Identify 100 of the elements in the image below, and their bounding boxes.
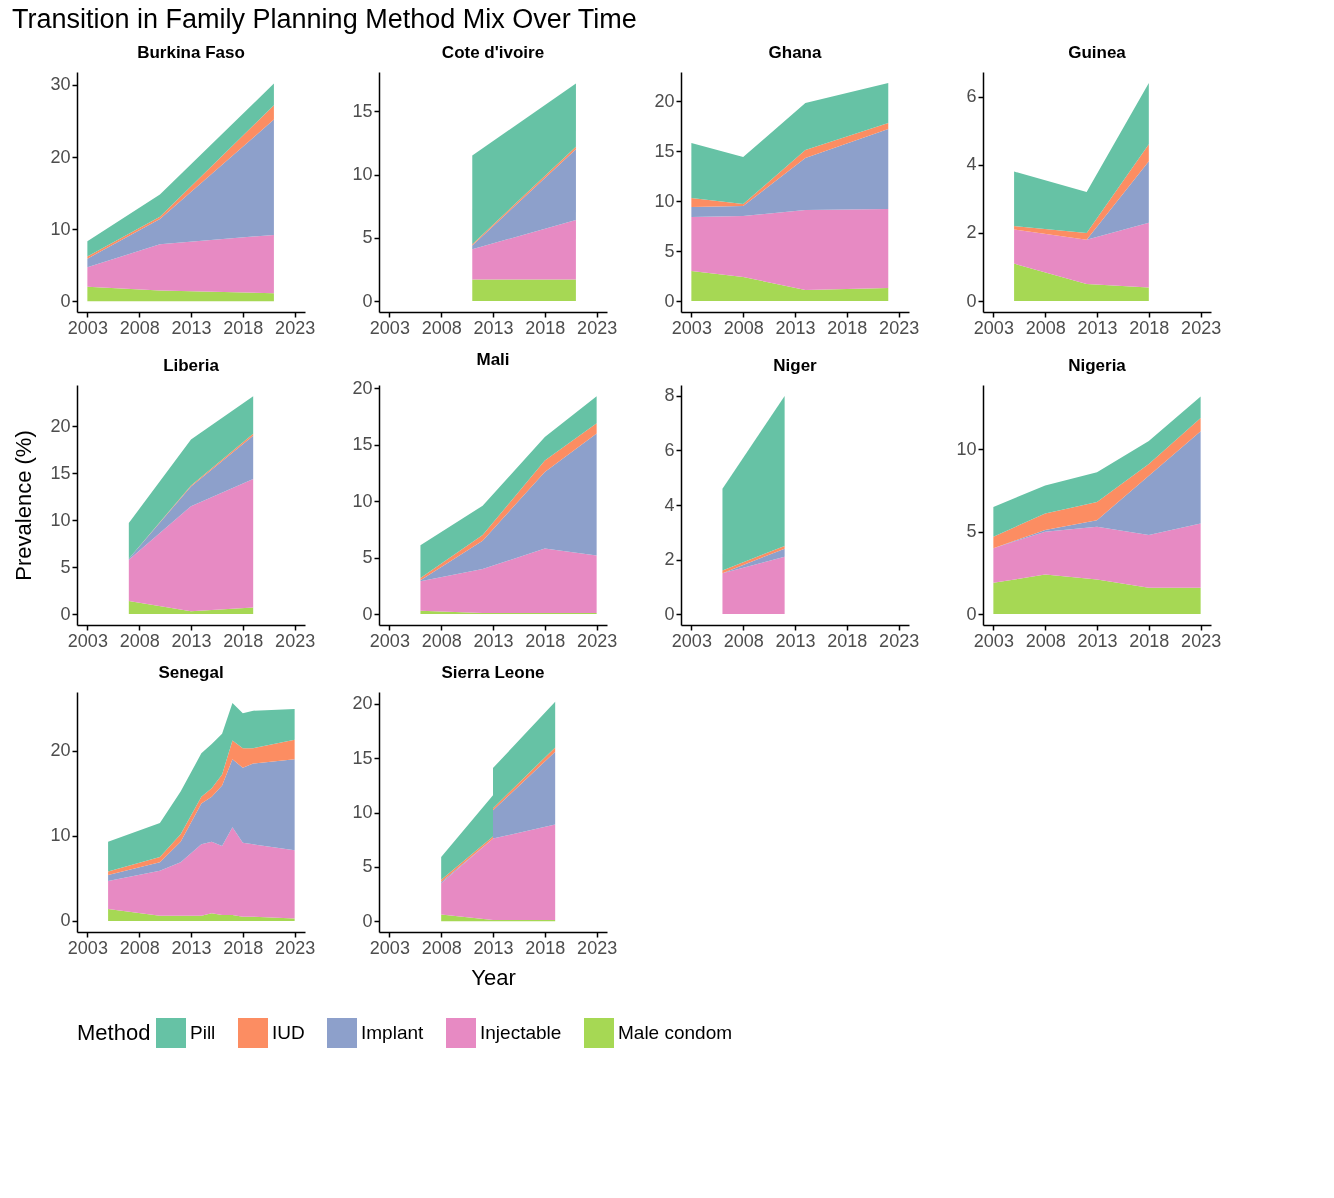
y-tick-label: 10 [50, 218, 71, 239]
x-tick-label: 2008 [723, 317, 764, 338]
x-tick-label: 2013 [473, 630, 514, 651]
x-tick-label: 2023 [1181, 630, 1222, 651]
x-tick-label: 2013 [171, 317, 212, 338]
chart-title: Guinea [1068, 43, 1127, 62]
x-tick-label: 2008 [421, 317, 462, 338]
y-tick-label: 0 [966, 290, 977, 311]
x-tick-label: 2013 [473, 317, 514, 338]
chart-title: Burkina Faso [137, 43, 245, 62]
x-tick-label: 2018 [223, 937, 264, 958]
x-tick-label: 2023 [577, 630, 618, 651]
y-tick-label: 0 [664, 290, 675, 311]
chart-title: Ghana [768, 43, 822, 62]
y-tick-label: 0 [664, 603, 675, 624]
y-tick-label: 10 [50, 509, 71, 530]
y-tick-label: 10 [352, 802, 373, 823]
y-tick-label: 30 [50, 74, 71, 95]
y-tick-label: 5 [966, 521, 977, 542]
legend-label: Implant [361, 1022, 425, 1043]
x-tick-label: 2018 [1129, 317, 1170, 338]
x-tick-label: 2003 [67, 317, 108, 338]
legend-label: Male condom [618, 1022, 733, 1043]
x-tick-label: 2023 [275, 630, 316, 651]
y-tick-label: 15 [352, 747, 373, 768]
x-tick-label: 2013 [473, 937, 514, 958]
x-tick-label: 2018 [223, 317, 264, 338]
x-tick-label: 2008 [421, 630, 462, 651]
chart-title: Nigeria [1068, 356, 1127, 375]
y-tick-label: 20 [352, 693, 373, 714]
x-tick-label: 2003 [369, 630, 410, 651]
y-tick-label: 5 [60, 556, 71, 577]
y-tick-label: 10 [352, 490, 373, 511]
y-tick-label: 5 [362, 547, 373, 568]
x-tick-label: 2013 [1077, 630, 1118, 651]
y-tick-label: 10 [654, 190, 675, 211]
x-tick-label: 2013 [171, 937, 212, 958]
y-tick-label: 8 [664, 385, 675, 406]
x-tick-label: 2008 [119, 630, 160, 651]
y-tick-label: 6 [664, 439, 675, 460]
y-tick-label: 6 [966, 86, 977, 107]
y-tick-label: 0 [60, 910, 71, 931]
y-tick-label: 0 [60, 603, 71, 624]
x-tick-label: 2003 [973, 630, 1014, 651]
x-tick-label: 2018 [525, 630, 566, 651]
x-tick-label: 2008 [421, 937, 462, 958]
chart-title: Senegal [158, 663, 224, 682]
y-tick-label: 15 [352, 100, 373, 121]
x-tick-label: 2003 [369, 937, 410, 958]
x-tick-label: 2018 [1129, 630, 1170, 651]
y-tick-label: 4 [664, 494, 675, 515]
y-tick-label: 15 [50, 462, 71, 483]
x-tick-label: 2008 [1025, 630, 1066, 651]
x-tick-label: 2008 [1025, 317, 1066, 338]
x-tick-label: 2003 [671, 630, 712, 651]
y-tick-label: 20 [352, 377, 373, 398]
legend-label: Pill [190, 1022, 216, 1043]
x-tick-label: 2003 [369, 317, 410, 338]
y-tick-label: 15 [654, 140, 675, 161]
y-tick-label: 0 [966, 603, 977, 624]
y-axis-title: Prevalence (%) [10, 430, 36, 581]
y-tick-label: 10 [50, 825, 71, 846]
y-tick-label: 0 [362, 290, 373, 311]
x-tick-label: 2003 [671, 317, 712, 338]
y-tick-label: 20 [654, 90, 675, 111]
chart-title: Liberia [163, 356, 220, 375]
x-tick-label: 2023 [577, 317, 618, 338]
y-tick-label: 0 [362, 603, 373, 624]
x-tick-label: 2023 [1181, 317, 1222, 338]
legend-title: Method [77, 1020, 151, 1045]
x-tick-label: 2008 [119, 317, 160, 338]
y-tick-label: 15 [352, 434, 373, 455]
x-tick-label: 2003 [67, 630, 108, 651]
x-tick-label: 2013 [1077, 317, 1118, 338]
y-tick-label: 0 [362, 910, 373, 931]
y-tick-label: 20 [50, 740, 71, 761]
chart-title: Mali [476, 350, 510, 370]
y-tick-label: 2 [664, 549, 675, 570]
y-tick-label: 20 [50, 415, 71, 436]
x-tick-label: 2018 [525, 937, 566, 958]
x-tick-label: 2023 [879, 317, 920, 338]
x-tick-label: 2023 [879, 630, 920, 651]
x-tick-label: 2008 [119, 937, 160, 958]
y-tick-label: 5 [362, 856, 373, 877]
x-tick-label: 2018 [525, 317, 566, 338]
legend-label: Injectable [480, 1022, 562, 1043]
chart-title: Niger [773, 356, 818, 375]
x-tick-label: 2018 [827, 317, 868, 338]
x-tick-label: 2023 [275, 937, 316, 958]
y-tick-label: 10 [956, 438, 977, 459]
x-tick-label: 2013 [171, 630, 212, 651]
chart-title: Sierra Leone [441, 663, 545, 682]
y-tick-label: 20 [50, 146, 71, 167]
x-tick-label: 2023 [275, 317, 316, 338]
x-tick-label: 2023 [577, 937, 618, 958]
x-tick-label: 2018 [827, 630, 868, 651]
y-tick-label: 2 [966, 222, 977, 243]
x-axis-title: Year [471, 964, 516, 990]
text: Transition in Family Planning Method Mix Over Time [12, 4, 637, 34]
x-tick-label: 2008 [723, 630, 764, 651]
